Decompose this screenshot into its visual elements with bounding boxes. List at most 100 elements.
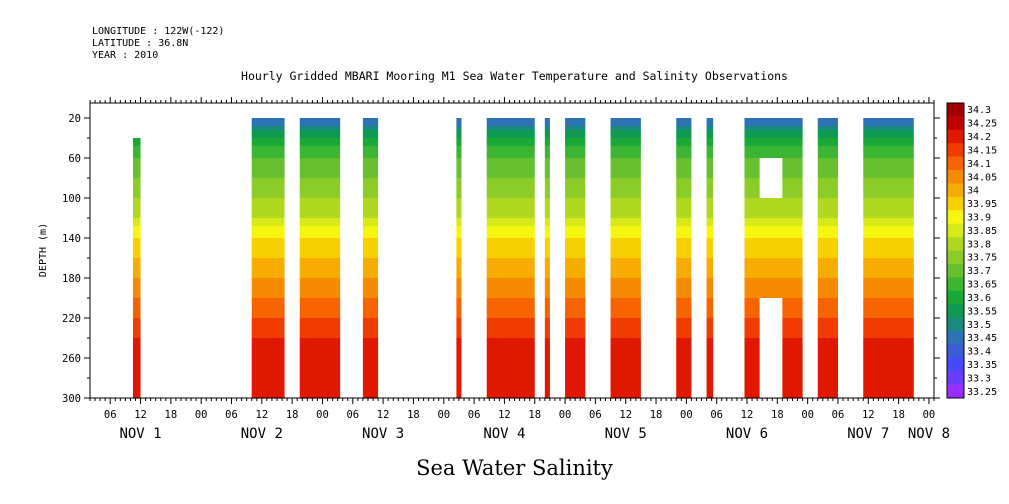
salinity-cell: [610, 126, 641, 131]
salinity-cell: [744, 250, 803, 255]
salinity-cell: [676, 186, 692, 191]
salinity-cell: [817, 234, 838, 239]
x-tick-label: 06: [104, 409, 117, 421]
salinity-cell: [299, 146, 341, 151]
salinity-cell: [299, 382, 341, 387]
salinity-cell: [456, 322, 462, 327]
salinity-cell: [676, 350, 692, 355]
salinity-cell: [863, 306, 914, 311]
salinity-cell: [565, 298, 586, 303]
salinity-cell: [486, 122, 535, 127]
salinity-cell: [610, 366, 641, 371]
salinity-cell: [817, 358, 838, 363]
y-tick-label: 140: [62, 233, 81, 245]
salinity-cell: [251, 346, 285, 351]
salinity-cell: [132, 326, 141, 331]
salinity-cell: [706, 342, 714, 347]
salinity-cell: [456, 366, 462, 371]
salinity-cell: [251, 246, 285, 251]
salinity-cell: [362, 130, 379, 135]
salinity-cell: [744, 230, 803, 235]
salinity-cell: [251, 334, 285, 339]
salinity-cell: [456, 166, 462, 171]
salinity-cell: [744, 198, 803, 203]
salinity-cell: [744, 146, 803, 151]
salinity-cell: [863, 250, 914, 255]
salinity-cell: [676, 230, 692, 235]
salinity-cell: [299, 346, 341, 351]
salinity-cell: [565, 322, 586, 327]
salinity-cell: [676, 206, 692, 211]
salinity-cell: [610, 290, 641, 295]
salinity-cell: [251, 222, 285, 227]
salinity-cell: [251, 394, 285, 399]
salinity-cell: [706, 146, 714, 151]
salinity-cell: [456, 390, 462, 395]
salinity-cell: [486, 266, 535, 271]
salinity-cell: [544, 206, 550, 211]
salinity-cell: [565, 158, 586, 163]
salinity-cell: [610, 302, 641, 307]
salinity-cell: [486, 206, 535, 211]
salinity-cell: [676, 162, 692, 167]
salinity-cell: [744, 142, 803, 147]
salinity-cell: [456, 274, 462, 279]
salinity-cell: [565, 134, 586, 139]
salinity-cell: [610, 362, 641, 367]
salinity-cell: [544, 302, 550, 307]
salinity-cell: [863, 170, 914, 175]
y-axis-label: DEPTH (m): [38, 223, 49, 277]
salinity-cell: [456, 134, 462, 139]
salinity-cell: [817, 122, 838, 127]
salinity-cell: [299, 286, 341, 291]
salinity-cell: [544, 346, 550, 351]
salinity-cell: [676, 318, 692, 323]
salinity-cell: [132, 270, 141, 275]
salinity-cell: [706, 334, 714, 339]
salinity-cell: [362, 166, 379, 171]
salinity-cell: [565, 202, 586, 207]
salinity-cell: [706, 170, 714, 175]
salinity-cell: [362, 254, 379, 259]
salinity-cell: [817, 242, 838, 247]
salinity-cell: [676, 194, 692, 199]
salinity-cell: [863, 290, 914, 295]
salinity-cell: [565, 390, 586, 395]
salinity-cell: [486, 246, 535, 251]
salinity-cell: [362, 222, 379, 227]
salinity-cell: [610, 354, 641, 359]
salinity-cell: [610, 142, 641, 147]
salinity-cell: [676, 330, 692, 335]
salinity-cell: [544, 182, 550, 187]
salinity-cell: [486, 202, 535, 207]
salinity-cell: [706, 278, 714, 283]
salinity-cell: [132, 142, 141, 147]
salinity-cell: [817, 350, 838, 355]
salinity-cell: [132, 286, 141, 291]
salinity-cell: [251, 178, 285, 183]
salinity-cell: [362, 122, 379, 127]
salinity-cell: [706, 374, 714, 379]
salinity-cell: [251, 250, 285, 255]
salinity-cell: [676, 134, 692, 139]
salinity-cell: [863, 314, 914, 319]
latitude-label: LATITUDE : 36.8N: [92, 38, 189, 49]
colorbar: 34.3 34.25 34.2 34.15 34.1 34.05 34 33.95 33.9 33…: [946, 102, 997, 399]
salinity-cell: [299, 198, 341, 203]
salinity-cell: [863, 302, 914, 307]
salinity-cell: [863, 226, 914, 231]
salinity-cell: [863, 310, 914, 315]
salinity-cell: [610, 262, 641, 267]
salinity-cell: [544, 154, 550, 159]
salinity-cell: [706, 246, 714, 251]
salinity-cell: [132, 238, 141, 243]
bottom-title: Sea Water Salinity: [416, 456, 613, 480]
salinity-cell: [544, 170, 550, 175]
salinity-cell: [565, 262, 586, 267]
salinity-cell: [486, 294, 535, 299]
salinity-cell: [486, 194, 535, 199]
salinity-cell: [251, 182, 285, 187]
salinity-cell: [544, 214, 550, 219]
salinity-cell: [299, 338, 341, 343]
salinity-cell: [863, 138, 914, 143]
